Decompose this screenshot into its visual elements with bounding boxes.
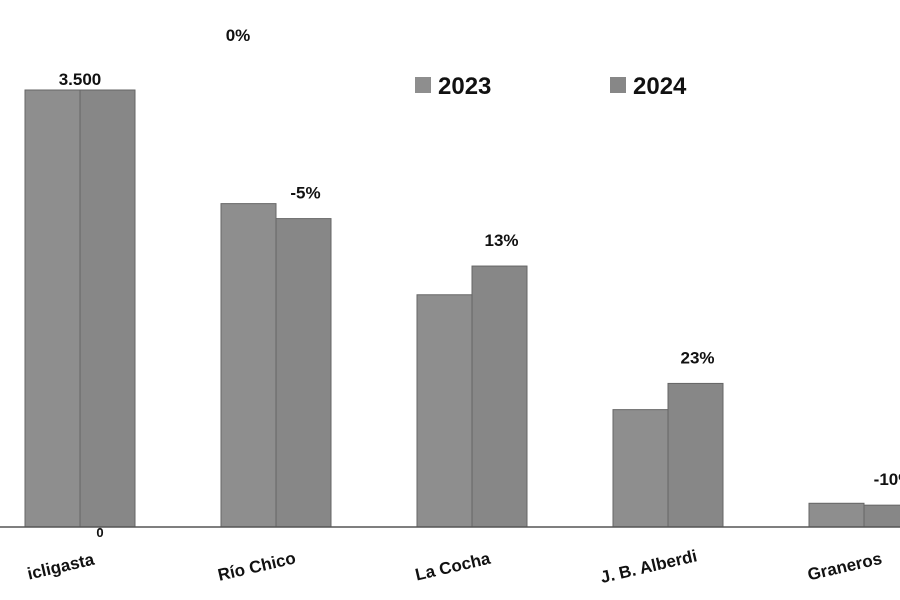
bar [24, 89, 81, 528]
change-label: 23% [680, 348, 714, 367]
value-label: 3.500 [59, 70, 102, 89]
y-tick-label: 0 [96, 525, 103, 540]
bar [808, 502, 865, 528]
legend-swatch [610, 77, 626, 93]
x-tick-label: Graneros [806, 549, 884, 585]
bar [863, 504, 900, 528]
x-tick-label: icligasta [25, 550, 96, 584]
change-label: -5% [290, 184, 320, 203]
legend-swatch [415, 77, 431, 93]
legend-label: 2023 [438, 73, 491, 100]
x-tick-label: J. B. Alberdi [599, 546, 699, 587]
change-label: 13% [484, 231, 518, 250]
legend-label: 2024 [633, 73, 687, 100]
bar [79, 89, 136, 528]
bar [416, 294, 473, 528]
bar [612, 409, 669, 528]
x-tick-label: La Cocha [413, 549, 492, 585]
bar [471, 265, 528, 528]
bar [275, 218, 332, 528]
bar [667, 382, 724, 528]
change-label: 0% [226, 26, 251, 45]
change-label: -10% [874, 470, 900, 489]
x-tick-label: Río Chico [216, 548, 298, 584]
bar [220, 203, 277, 528]
